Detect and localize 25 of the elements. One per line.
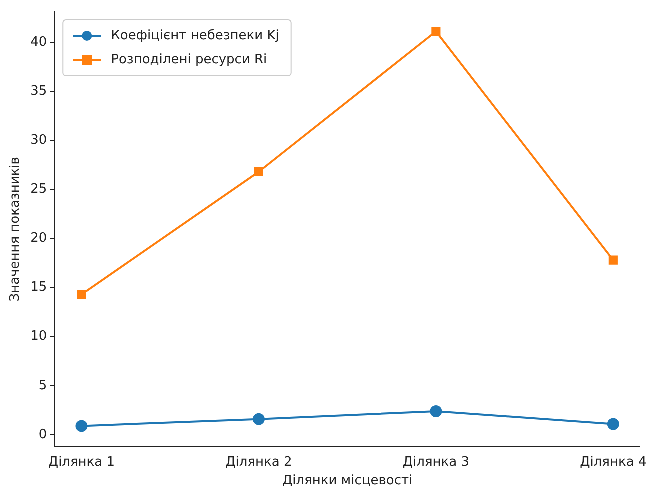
point — [608, 256, 618, 265]
y-tick-label: 15 — [30, 280, 48, 296]
y-tick-label: 10 — [30, 329, 48, 344]
y-tick-label: 0 — [38, 427, 48, 442]
point — [430, 405, 442, 418]
x-tick-label: Ділянка 2 — [226, 454, 292, 470]
legend-label: Коефіцієнт небезпеки Kj — [111, 28, 280, 44]
point — [252, 413, 265, 426]
legend-label: Розподілені ресурси Ri — [111, 52, 268, 68]
x-tick-label: Ділянка 3 — [402, 454, 470, 470]
y-tick-label: 25 — [30, 182, 48, 198]
x-axis-title: Ділянки місцевості — [282, 474, 413, 489]
point — [77, 290, 86, 300]
y-tick-label: 40 — [30, 34, 48, 50]
point — [607, 418, 620, 430]
point — [254, 167, 264, 177]
x-tick-label: Ділянка 1 — [48, 454, 116, 470]
y-axis-title: Значення показників — [8, 157, 24, 302]
y-tick-label: 20 — [30, 231, 48, 246]
y-tick-label: 5 — [38, 378, 48, 394]
point — [432, 27, 441, 36]
y-tick-label: 30 — [30, 132, 48, 148]
y-tick-label: 35 — [30, 84, 48, 99]
point — [76, 420, 88, 432]
x-tick-label: Ділянка 4 — [580, 454, 647, 470]
